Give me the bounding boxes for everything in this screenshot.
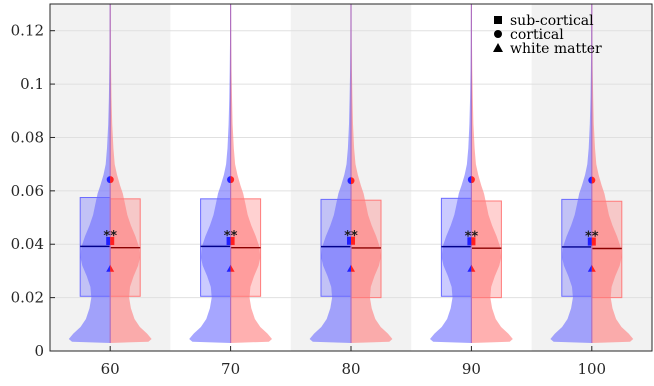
- legend-label: sub-cortical: [510, 13, 594, 29]
- legend-label: white matter: [510, 41, 602, 57]
- violin-right-70: [230, 4, 272, 343]
- marker-white-matter-right: [110, 264, 115, 272]
- y-tick-label: 0.02: [11, 289, 44, 307]
- marker-cortical-right: [591, 176, 596, 184]
- marker-white-matter-left: [106, 264, 111, 272]
- box-left-80: [320, 198, 352, 297]
- marker-cortical-left: [467, 176, 472, 184]
- x-tick-label: 80: [341, 360, 360, 378]
- marker-white-matter-left: [467, 264, 472, 272]
- box-right-90: [470, 200, 502, 299]
- marker-cortical-right: [110, 176, 114, 184]
- y-tick-label: 0.04: [11, 235, 44, 253]
- marker-sub-cortical-left: [347, 236, 351, 245]
- x-tick-label: 90: [462, 360, 481, 378]
- axes: 0 0.02 0.04 0.06 0.08 0.1 0.12 60 70 80 90 100: [11, 3, 653, 378]
- y-tick-label: 0.06: [11, 182, 44, 200]
- marker-sub-cortical-left: [587, 237, 592, 246]
- marker-sub-cortical-right: [471, 237, 476, 246]
- legend-circle-icon: [494, 30, 502, 38]
- marker-cortical-right: [351, 177, 355, 185]
- significance-annotation: **: [344, 229, 358, 244]
- violin-right-90: [471, 4, 513, 343]
- marker-white-matter-left: [226, 264, 231, 272]
- marker-cortical-left: [588, 176, 592, 184]
- violin-left-70: [189, 4, 231, 343]
- legend-square-icon: [494, 16, 502, 24]
- y-tick-label: 0.08: [11, 128, 44, 146]
- box-left-70: [200, 198, 232, 297]
- violins: ** ** ** ** **: [68, 4, 634, 343]
- marker-sub-cortical-right: [110, 237, 115, 246]
- marker-sub-cortical-right: [591, 237, 596, 246]
- violin-right-100: [591, 4, 634, 343]
- box-right-80: [350, 199, 382, 299]
- marker-cortical-left: [227, 176, 231, 184]
- significance-annotation: **: [465, 229, 479, 244]
- significance-annotation: **: [103, 229, 117, 244]
- x-tick-label: 60: [101, 360, 120, 378]
- y-tick-label: 0.12: [11, 22, 44, 40]
- marker-sub-cortical-right: [230, 237, 235, 246]
- significance-annotation: **: [585, 230, 599, 245]
- marker-sub-cortical-left: [467, 237, 472, 246]
- marker-sub-cortical-right: [351, 236, 355, 245]
- violin-right-60: [110, 4, 152, 343]
- marker-white-matter-right: [591, 264, 596, 272]
- marker-white-matter-left: [587, 264, 592, 272]
- significance-annotation: **: [224, 229, 238, 244]
- marker-white-matter-right: [351, 264, 355, 272]
- marker-white-matter-right: [471, 264, 476, 272]
- marker-white-matter-left: [347, 264, 351, 272]
- marker-sub-cortical-left: [226, 237, 231, 246]
- y-tick-label: 0: [34, 342, 44, 360]
- marker-white-matter-right: [230, 264, 235, 272]
- legend-label: cortical: [510, 27, 564, 43]
- x-tick-label: 100: [577, 360, 606, 378]
- violin-left-60: [68, 4, 111, 343]
- x-tick-label: 70: [221, 360, 240, 378]
- marker-cortical-right: [471, 176, 475, 184]
- box-right-100: [591, 200, 623, 299]
- violin-left-80: [309, 4, 351, 343]
- y-tick-label: 0.1: [20, 75, 44, 93]
- box-left-100: [561, 198, 593, 297]
- marker-cortical-left: [347, 177, 351, 185]
- violin-left-100: [550, 4, 592, 343]
- violin-right-80: [351, 4, 393, 343]
- violin-left-90: [430, 4, 472, 343]
- marker-sub-cortical-left: [106, 237, 111, 246]
- marker-cortical-right: [230, 176, 235, 184]
- marker-cortical-left: [106, 176, 111, 184]
- legend-triangle-icon: [493, 43, 503, 52]
